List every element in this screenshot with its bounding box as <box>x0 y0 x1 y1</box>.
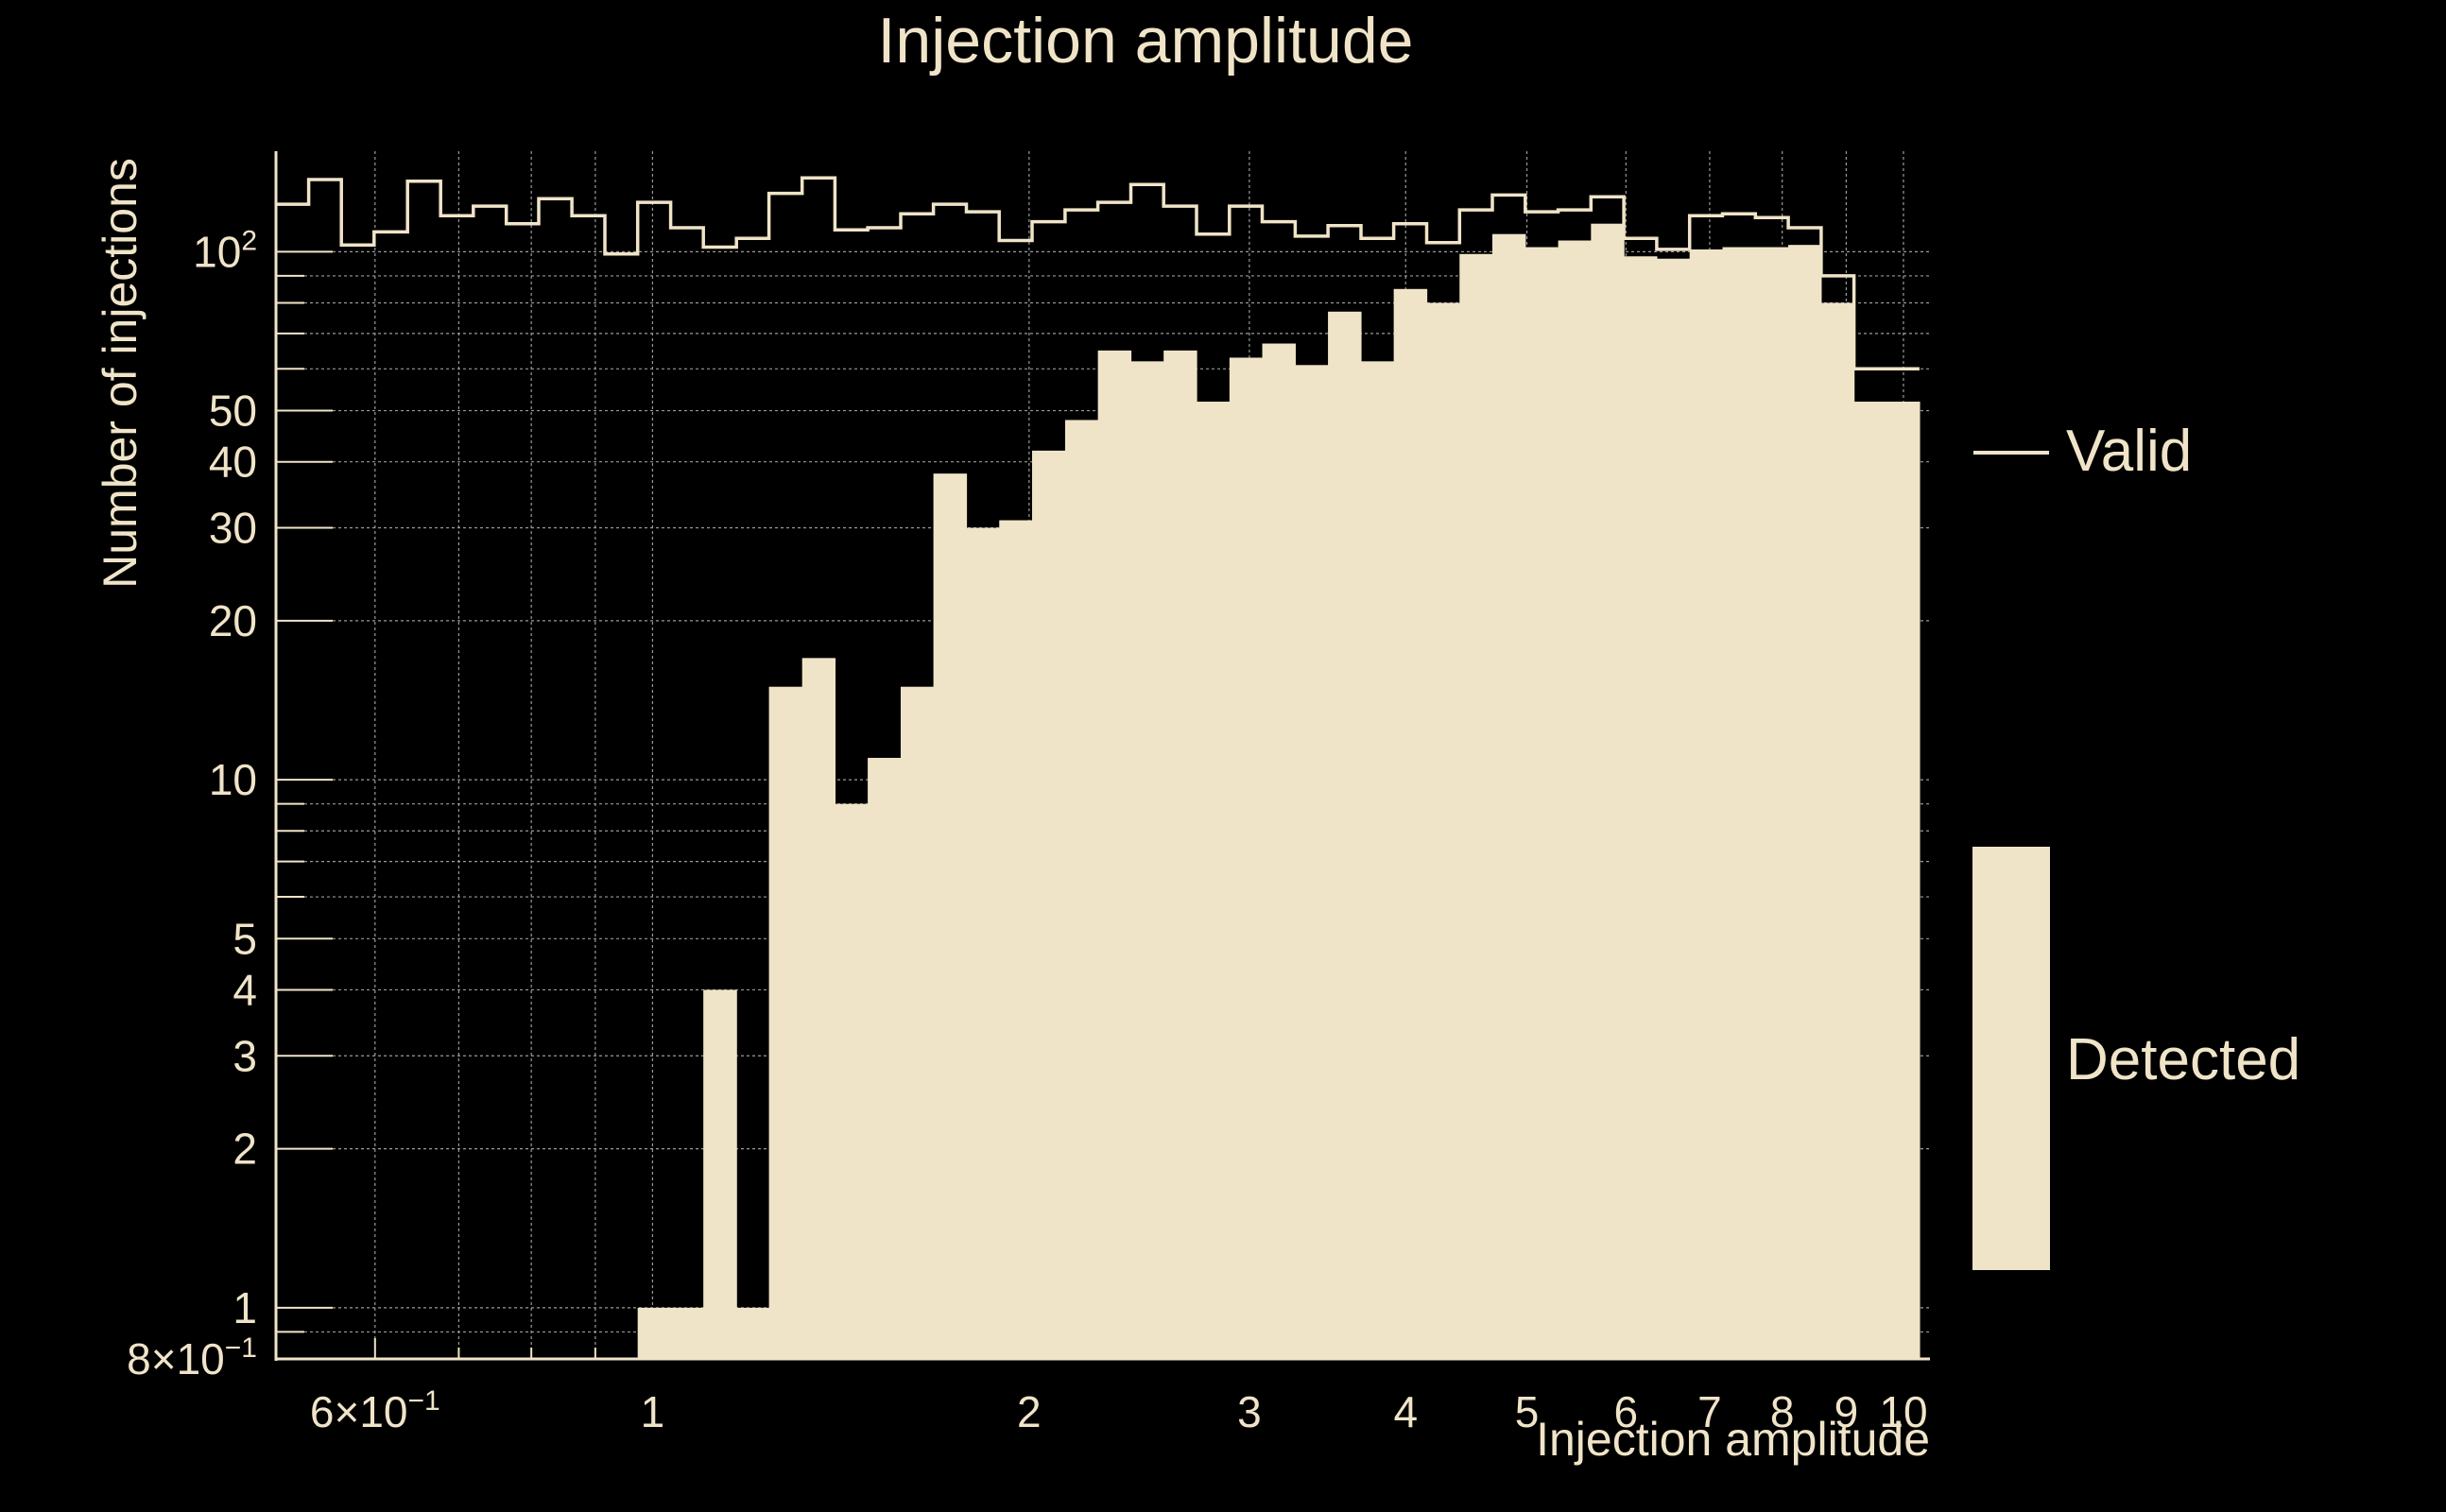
x-tick-label: 6 <box>1614 1387 1639 1436</box>
legend-valid-label: Valid <box>2066 419 2192 484</box>
x-tick-label: 3 <box>1237 1387 1262 1436</box>
detected-bar <box>1163 350 1197 1360</box>
y-tick-label: 3 <box>233 1031 257 1080</box>
y-axis-label: Number of injections <box>94 158 146 589</box>
detected-bar <box>835 803 869 1359</box>
detected-bar <box>1558 240 1592 1360</box>
legend: Valid Detected <box>1972 419 2300 1270</box>
x-tick-label: 4 <box>1393 1387 1418 1436</box>
detected-bar <box>1031 450 1066 1359</box>
y-tick-label: 50 <box>209 387 257 436</box>
detected-bar <box>1886 402 1921 1359</box>
detected-bar <box>1591 223 1625 1360</box>
detected-bar <box>1755 247 1789 1360</box>
detected-bar <box>1393 288 1428 1360</box>
y-tick-label: 2 <box>233 1125 257 1174</box>
x-tick-label: 10 <box>1879 1387 1927 1436</box>
detected-bar <box>1130 361 1164 1359</box>
y-tick-label: 30 <box>209 504 257 553</box>
detected-bar <box>1853 402 1887 1359</box>
detected-bar <box>637 1307 672 1359</box>
x-tick-label: 1 <box>641 1387 665 1436</box>
detected-bar <box>1097 350 1132 1360</box>
x-axis-label: Injection amplitude <box>1536 1413 1930 1466</box>
x-tick-labels: 6×10−1 1 2 3 4 5 6 7 8 9 10 <box>310 1385 1928 1436</box>
detected-bar <box>768 686 803 1359</box>
x-tick-label: 8 <box>1770 1387 1795 1436</box>
detected-bar <box>1328 311 1362 1360</box>
detected-bar <box>1788 245 1822 1360</box>
detected-bar <box>1656 258 1691 1359</box>
detected-bar <box>736 1307 770 1359</box>
y-tick-label: 1 <box>233 1283 257 1332</box>
x-tick-label: 2 <box>1017 1387 1042 1436</box>
detected-bar <box>1459 253 1493 1359</box>
valid-step-line <box>276 176 1920 371</box>
detected-bar <box>1295 365 1329 1360</box>
x-tick-label: 6×10−1 <box>310 1385 440 1436</box>
detected-bar <box>999 520 1033 1359</box>
x-tick-label: 7 <box>1697 1387 1722 1436</box>
x-tick-label: 9 <box>1834 1387 1859 1436</box>
detected-bar <box>1524 247 1559 1360</box>
detected-bar <box>966 527 1000 1359</box>
detected-bar <box>1820 302 1855 1359</box>
detected-bar <box>1491 233 1526 1359</box>
legend-detected-label: Detected <box>2066 1027 2300 1092</box>
detected-bar <box>1262 343 1296 1360</box>
detected-bar <box>1689 249 1724 1359</box>
axes <box>274 151 1930 1361</box>
detected-bar <box>1229 357 1264 1360</box>
detected-bar <box>703 989 737 1359</box>
detected-bar <box>670 1307 704 1359</box>
detected-bar <box>1360 361 1395 1359</box>
chart-title: Injection amplitude <box>877 5 1413 77</box>
valid-series <box>276 176 1920 371</box>
y-tick-label: 4 <box>233 965 257 1014</box>
legend-detected-swatch <box>1972 847 2050 1270</box>
detected-bar <box>1064 420 1099 1360</box>
detected-bar <box>1197 402 1231 1359</box>
detected-bar <box>868 757 902 1359</box>
detected-series <box>637 223 1921 1360</box>
detected-bar <box>1722 247 1756 1360</box>
y-tick-label: 8×10−1 <box>127 1332 257 1383</box>
detected-bar <box>1426 302 1460 1359</box>
y-tick-label: 102 <box>193 225 257 276</box>
y-tick-label: 20 <box>209 596 257 645</box>
y-tick-label: 10 <box>209 755 257 804</box>
detected-bar <box>1624 256 1658 1359</box>
detected-bar <box>933 473 968 1359</box>
x-tick-label: 5 <box>1515 1387 1540 1436</box>
y-tick-label: 5 <box>233 914 257 963</box>
detected-bar <box>900 686 935 1359</box>
y-tick-label: 40 <box>209 438 257 487</box>
detected-bar <box>801 658 836 1359</box>
